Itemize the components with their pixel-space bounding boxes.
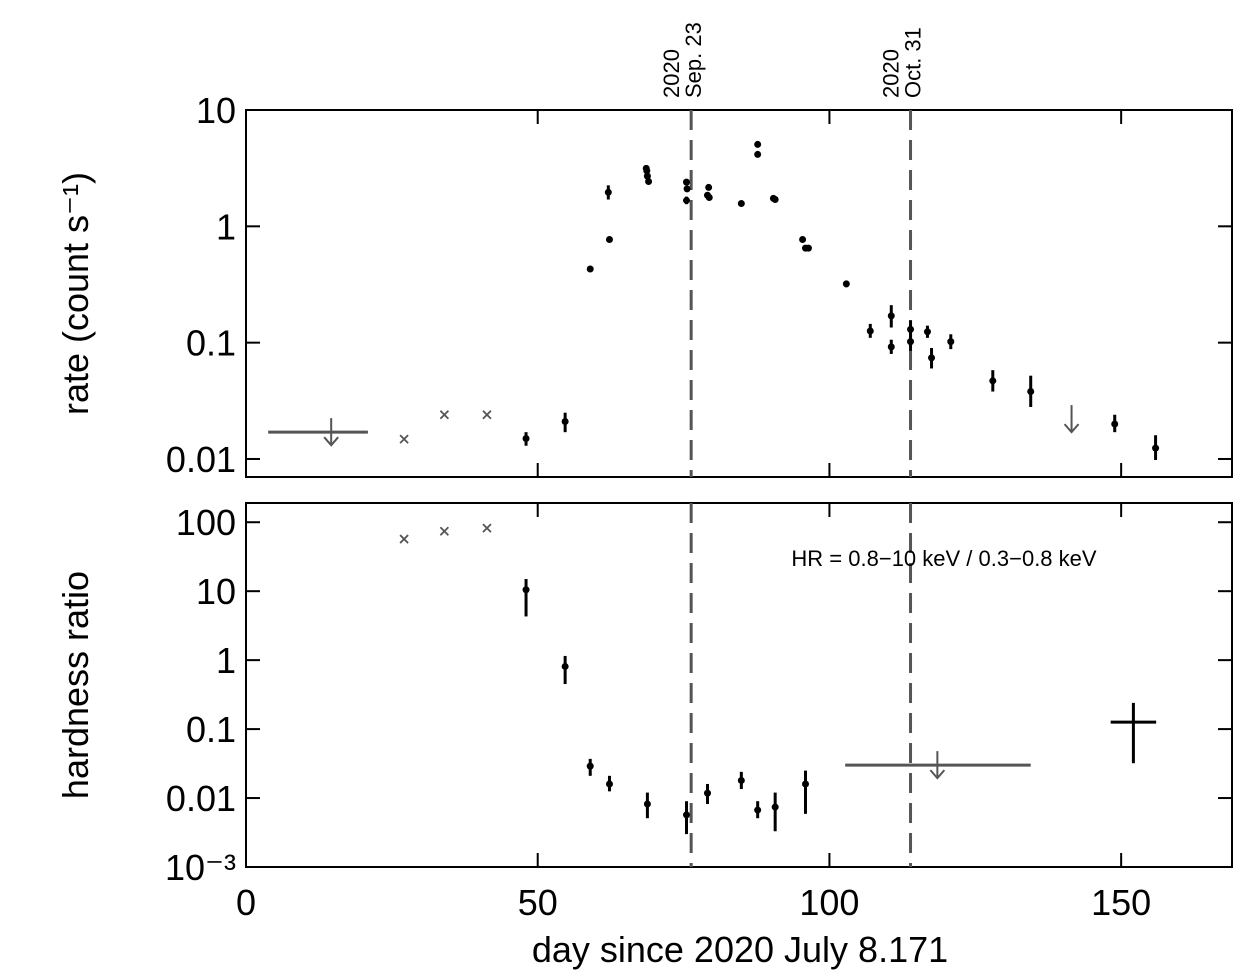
date-label: 2020 <box>879 49 904 98</box>
plot-frame <box>245 502 1233 868</box>
data-point <box>802 780 810 788</box>
y-axis-title: hardness ratio <box>55 571 96 799</box>
cross-marker <box>482 410 492 420</box>
data-point <box>705 183 713 191</box>
data-point <box>586 265 594 273</box>
data-point <box>754 150 762 158</box>
cross-marker <box>439 410 450 420</box>
data-point <box>683 185 691 193</box>
data-point <box>645 177 653 185</box>
cross-marker <box>482 523 492 533</box>
data-point <box>737 776 745 784</box>
data-point <box>947 338 955 346</box>
data-point <box>1111 420 1119 428</box>
y-tick-label: 0.01 <box>166 778 236 819</box>
annotation: HR = 0.8−10 keV / 0.3−0.8 keV <box>791 546 1096 571</box>
date-label: 2020 <box>659 49 684 98</box>
data-point <box>682 178 690 186</box>
data-point <box>643 800 651 808</box>
y-tick-label: 0.1 <box>186 709 236 750</box>
data-point <box>771 803 779 811</box>
data-point <box>561 417 569 425</box>
y-tick-label: 10 <box>196 571 236 612</box>
x-axis-title: day since 2020 July 8.171 <box>532 929 948 970</box>
data-point <box>561 662 569 670</box>
data-point <box>605 236 613 244</box>
date-label: Oct. 31 <box>901 27 926 98</box>
data-point <box>682 811 690 819</box>
data-point <box>705 193 713 201</box>
cross-marker <box>439 526 450 536</box>
data-point <box>643 167 651 175</box>
data-point <box>866 327 874 335</box>
data-point <box>604 188 612 196</box>
data-point <box>923 328 931 336</box>
data-point <box>754 140 762 148</box>
data-point <box>754 806 762 814</box>
data-point <box>703 789 711 797</box>
x-tick-label: 50 <box>518 882 558 923</box>
data-point <box>842 280 850 288</box>
date-label: Sep. 23 <box>681 22 706 98</box>
y-tick-label: 10⁻³ <box>165 847 236 888</box>
data-point <box>887 343 895 351</box>
upper-limit-arrow <box>1063 405 1080 434</box>
upper-limit-arrow <box>929 751 946 780</box>
data-point <box>771 196 779 204</box>
data-point <box>605 780 613 788</box>
data-point <box>799 236 807 244</box>
data-point <box>804 244 812 252</box>
data-point <box>522 586 530 594</box>
data-point <box>907 325 915 333</box>
y-tick-label: 1 <box>216 206 236 247</box>
x-tick-label: 150 <box>1091 882 1151 923</box>
data-point <box>1152 444 1160 452</box>
plot-frame <box>245 109 1233 478</box>
data-point <box>989 377 997 385</box>
data-point <box>907 338 915 346</box>
y-tick-label: 1 <box>216 640 236 681</box>
y-tick-label: 100 <box>176 502 236 543</box>
data-point <box>737 200 745 208</box>
data-point <box>643 172 651 180</box>
x-tick-label: 100 <box>799 882 859 923</box>
cross-marker <box>399 434 409 444</box>
data-point <box>928 354 936 362</box>
data-point <box>887 312 895 320</box>
data-point <box>586 762 594 770</box>
x-tick-label: 0 <box>236 882 256 923</box>
upper-limit-arrow <box>323 418 339 447</box>
data-point <box>1027 388 1035 396</box>
cross-marker <box>399 534 409 544</box>
y-tick-label: 10 <box>196 90 236 131</box>
y-tick-label: 0.1 <box>186 323 236 364</box>
y-axis-title: rate (count s⁻¹) <box>55 172 96 415</box>
data-point <box>522 434 530 442</box>
data-point <box>682 196 690 204</box>
y-tick-label: 0.01 <box>166 439 236 480</box>
